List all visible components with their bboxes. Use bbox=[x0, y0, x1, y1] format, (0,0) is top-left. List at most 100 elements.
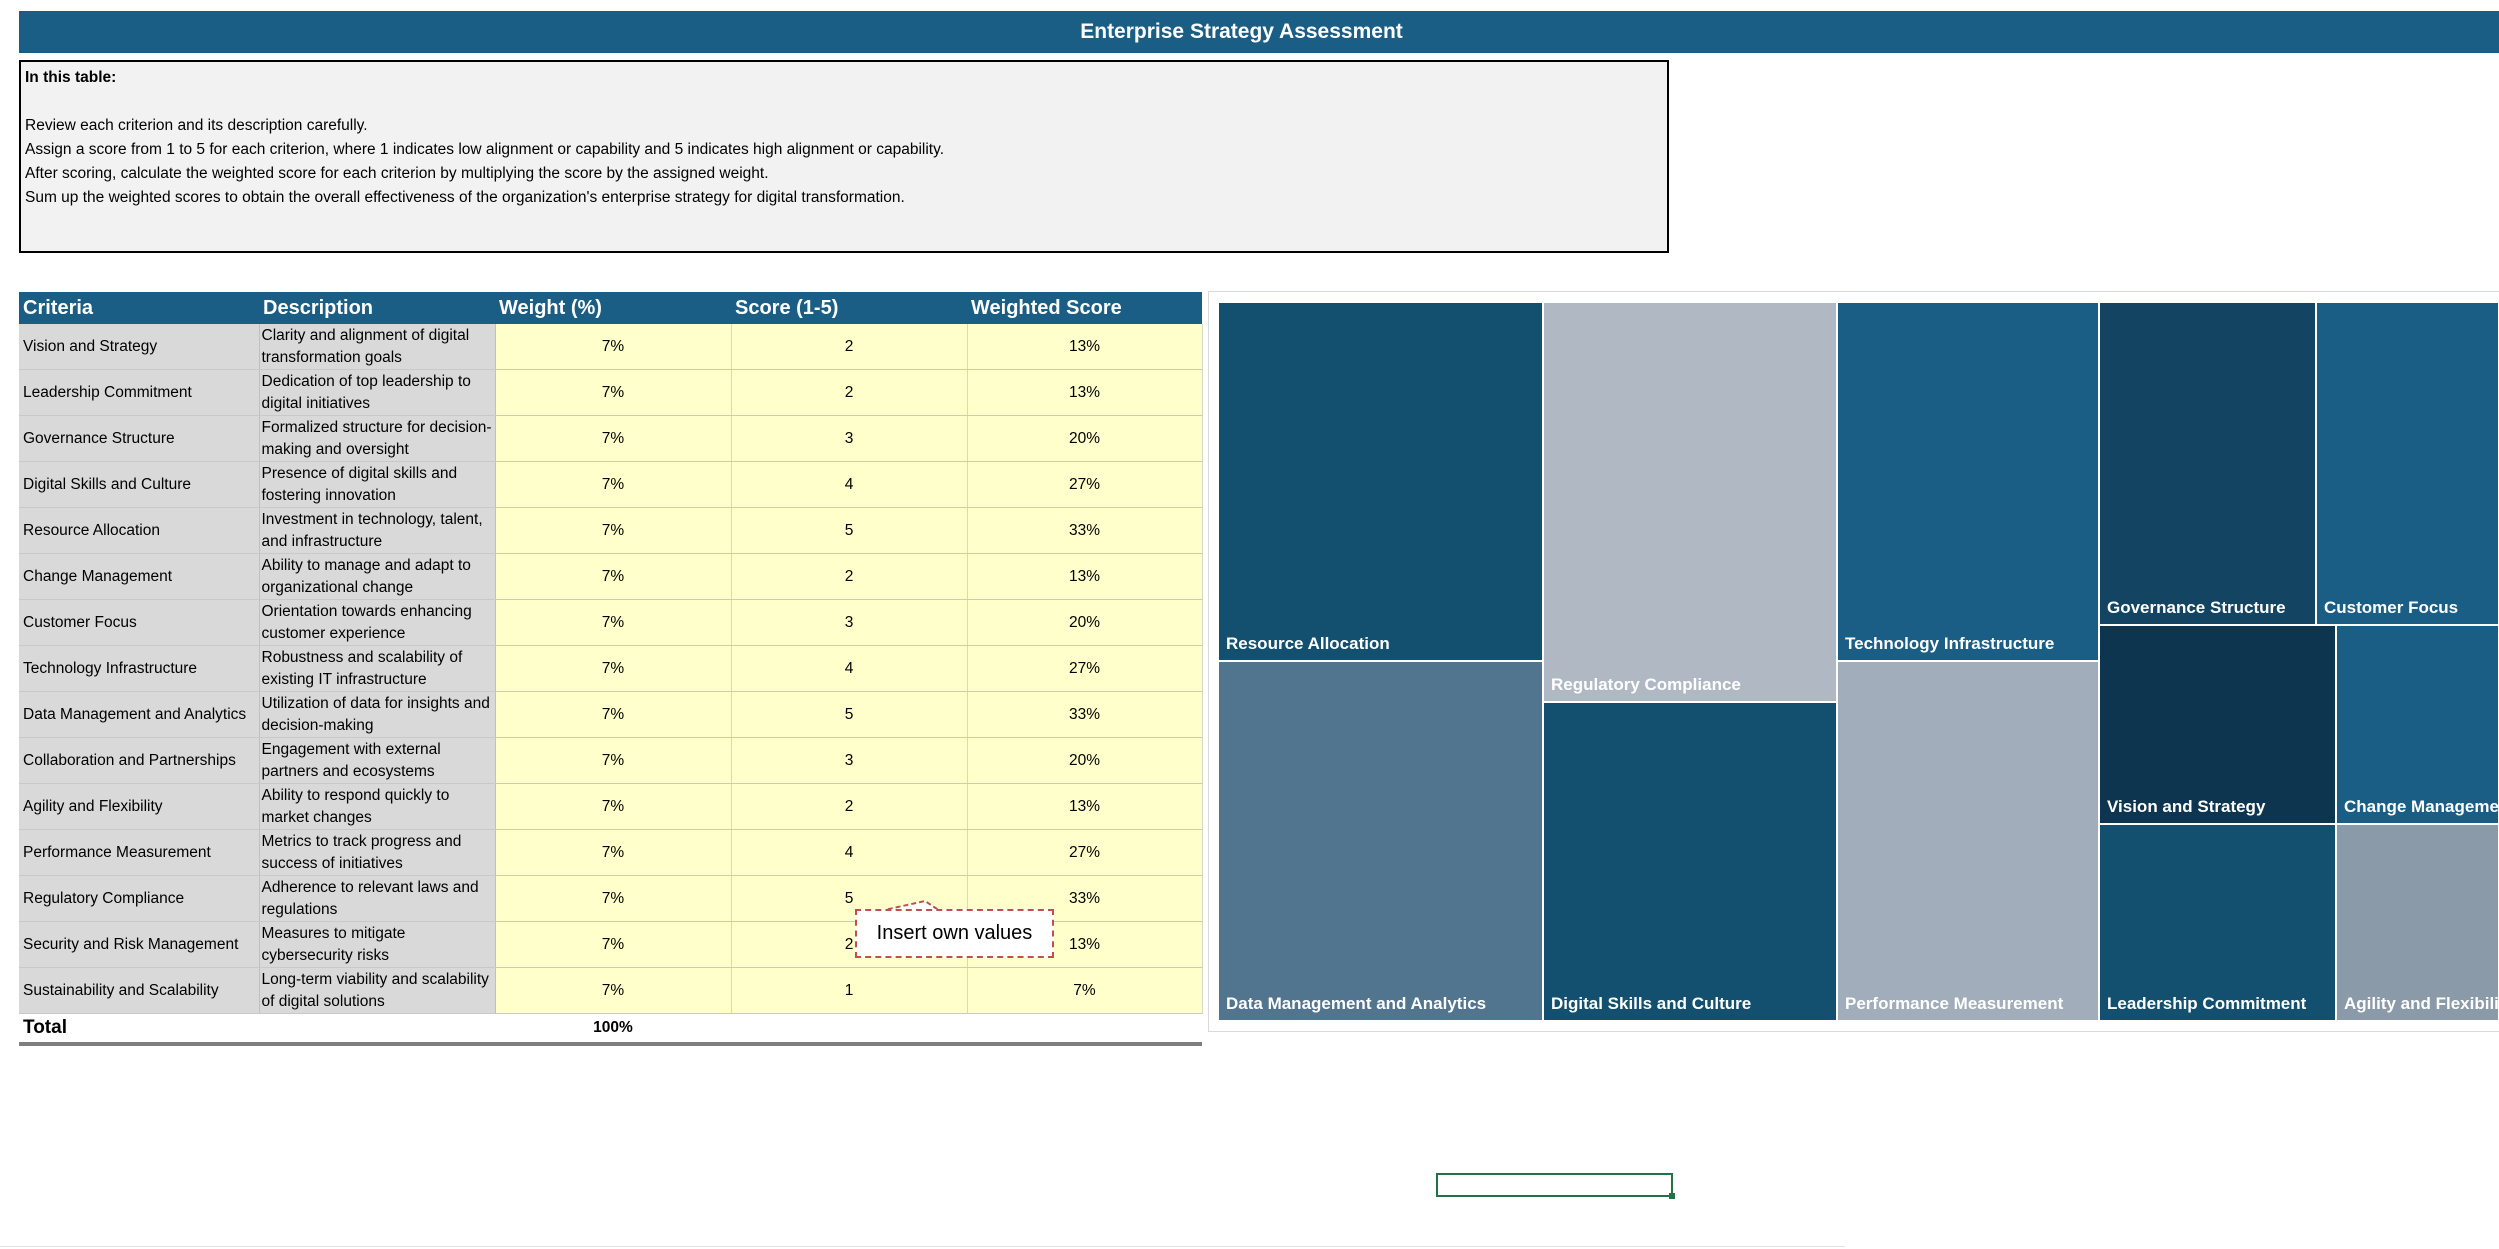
criteria-cell[interactable]: Sustainability and Scalability bbox=[19, 967, 260, 1014]
total-empty-cell[interactable] bbox=[731, 1013, 967, 1046]
score-input-cell[interactable]: 5 bbox=[731, 691, 968, 738]
score-input-cell[interactable]: 5 bbox=[731, 507, 968, 554]
table-row: Customer Focus Orientation towards enhanc… bbox=[19, 599, 1203, 646]
weighted-score-cell[interactable]: 7% bbox=[967, 967, 1203, 1014]
treemap-tile[interactable]: Agility and Flexibility bbox=[2336, 824, 2499, 1021]
criteria-cell[interactable]: Leadership Commitment bbox=[19, 369, 260, 416]
header-weight[interactable]: Weight (%) bbox=[495, 292, 731, 324]
treemap-tile[interactable]: Performance Measurement bbox=[1837, 661, 2099, 1021]
weighted-score-cell[interactable]: 33% bbox=[967, 691, 1203, 738]
treemap-chart[interactable]: Resource Allocation Data Management and A… bbox=[1218, 302, 2499, 1021]
criteria-cell[interactable]: Governance Structure bbox=[19, 415, 260, 462]
weight-cell[interactable]: 7% bbox=[495, 691, 732, 738]
header-weighted-score[interactable]: Weighted Score bbox=[967, 292, 1202, 324]
header-description[interactable]: Description bbox=[259, 292, 495, 324]
weight-cell[interactable]: 7% bbox=[495, 967, 732, 1014]
treemap-tile[interactable]: Regulatory Compliance bbox=[1543, 302, 1837, 702]
treemap-tile[interactable]: Governance Structure bbox=[2099, 302, 2316, 625]
criteria-cell[interactable]: Technology Infrastructure bbox=[19, 645, 260, 692]
score-input-cell[interactable]: 5 bbox=[731, 875, 968, 922]
score-input-cell[interactable]: 2 bbox=[731, 783, 968, 830]
criteria-cell[interactable]: Collaboration and Partnerships bbox=[19, 737, 260, 784]
total-empty-cell[interactable] bbox=[967, 1013, 1202, 1046]
score-input-cell[interactable]: 4 bbox=[731, 829, 968, 876]
weighted-score-cell[interactable]: 20% bbox=[967, 415, 1203, 462]
header-score[interactable]: Score (1-5) bbox=[731, 292, 967, 324]
total-empty-cell[interactable] bbox=[259, 1013, 495, 1046]
weight-cell[interactable]: 7% bbox=[495, 461, 732, 508]
weighted-score-cell[interactable]: 20% bbox=[967, 599, 1203, 646]
criteria-cell[interactable]: Customer Focus bbox=[19, 599, 260, 646]
weight-cell[interactable]: 7% bbox=[495, 507, 732, 554]
score-input-cell[interactable]: 2 bbox=[731, 324, 968, 370]
description-cell[interactable]: Clarity and alignment of digital transfo… bbox=[259, 324, 496, 370]
score-input-cell[interactable]: 2 bbox=[731, 369, 968, 416]
weighted-score-cell[interactable]: 13% bbox=[967, 369, 1203, 416]
fill-handle[interactable] bbox=[1669, 1193, 1675, 1199]
weight-cell[interactable]: 7% bbox=[495, 553, 732, 600]
treemap-tile[interactable]: Vision and Strategy bbox=[2099, 625, 2336, 824]
description-cell[interactable]: Adherence to relevant laws and regulatio… bbox=[259, 875, 496, 922]
weight-cell[interactable]: 7% bbox=[495, 324, 732, 370]
insert-values-callout[interactable]: Insert own values bbox=[855, 909, 1054, 958]
treemap-tile[interactable]: Leadership Commitment bbox=[2099, 824, 2336, 1021]
weight-cell[interactable]: 7% bbox=[495, 599, 732, 646]
weighted-score-cell[interactable]: 27% bbox=[967, 829, 1203, 876]
score-input-cell[interactable]: 2 bbox=[731, 553, 968, 600]
header-criteria[interactable]: Criteria bbox=[19, 292, 259, 324]
description-cell[interactable]: Measures to mitigate cybersecurity risks bbox=[259, 921, 496, 968]
treemap-tile[interactable]: Resource Allocation bbox=[1218, 302, 1543, 661]
description-cell[interactable]: Formalized structure for decision-making… bbox=[259, 415, 496, 462]
criteria-cell[interactable]: Vision and Strategy bbox=[19, 324, 260, 370]
description-cell[interactable]: Metrics to track progress and success of… bbox=[259, 829, 496, 876]
description-cell[interactable]: Ability to manage and adapt to organizat… bbox=[259, 553, 496, 600]
total-weight[interactable]: 100% bbox=[495, 1013, 731, 1046]
treemap-tile[interactable]: Technology Infrastructure bbox=[1837, 302, 2099, 661]
total-label[interactable]: Total bbox=[19, 1013, 259, 1046]
treemap-tile-label: Customer Focus bbox=[2324, 598, 2459, 617]
weighted-score-cell[interactable]: 13% bbox=[967, 553, 1203, 600]
weight-cell[interactable]: 7% bbox=[495, 369, 732, 416]
score-input-cell[interactable]: 4 bbox=[731, 645, 968, 692]
weighted-score-cell[interactable]: 33% bbox=[967, 507, 1203, 554]
weight-cell[interactable]: 7% bbox=[495, 737, 732, 784]
weight-cell[interactable]: 7% bbox=[495, 415, 732, 462]
score-input-cell[interactable]: 3 bbox=[731, 737, 968, 784]
description-cell[interactable]: Engagement with external partners and ec… bbox=[259, 737, 496, 784]
criteria-cell[interactable]: Security and Risk Management bbox=[19, 921, 260, 968]
criteria-cell[interactable]: Agility and Flexibility bbox=[19, 783, 260, 830]
weight-cell[interactable]: 7% bbox=[495, 645, 732, 692]
criteria-cell[interactable]: Performance Measurement bbox=[19, 829, 260, 876]
treemap-tile[interactable]: Change Management bbox=[2336, 625, 2499, 824]
description-cell[interactable]: Ability to respond quickly to market cha… bbox=[259, 783, 496, 830]
weighted-score-cell[interactable]: 20% bbox=[967, 737, 1203, 784]
weighted-score-cell[interactable]: 13% bbox=[967, 324, 1203, 370]
selected-cell[interactable] bbox=[1436, 1173, 1673, 1197]
criteria-cell[interactable]: Data Management and Analytics bbox=[19, 691, 260, 738]
criteria-cell[interactable]: Regulatory Compliance bbox=[19, 875, 260, 922]
criteria-cell[interactable]: Digital Skills and Culture bbox=[19, 461, 260, 508]
weight-cell[interactable]: 7% bbox=[495, 783, 732, 830]
weighted-score-cell[interactable]: 27% bbox=[967, 645, 1203, 692]
weight-cell[interactable]: 7% bbox=[495, 829, 732, 876]
criteria-cell[interactable]: Resource Allocation bbox=[19, 507, 260, 554]
weighted-score-cell[interactable]: 13% bbox=[967, 783, 1203, 830]
score-input-cell[interactable]: 3 bbox=[731, 599, 968, 646]
weighted-score-cell[interactable]: 27% bbox=[967, 461, 1203, 508]
description-cell[interactable]: Orientation towards enhancing customer e… bbox=[259, 599, 496, 646]
description-cell[interactable]: Presence of digital skills and fostering… bbox=[259, 461, 496, 508]
score-input-cell[interactable]: 3 bbox=[731, 415, 968, 462]
description-cell[interactable]: Robustness and scalability of existing I… bbox=[259, 645, 496, 692]
score-input-cell[interactable]: 4 bbox=[731, 461, 968, 508]
description-cell[interactable]: Long-term viability and scalability of d… bbox=[259, 967, 496, 1014]
description-cell[interactable]: Investment in technology, talent, and in… bbox=[259, 507, 496, 554]
score-input-cell[interactable]: 1 bbox=[731, 967, 968, 1014]
description-cell[interactable]: Utilization of data for insights and dec… bbox=[259, 691, 496, 738]
weight-cell[interactable]: 7% bbox=[495, 921, 732, 968]
description-cell[interactable]: Dedication of top leadership to digital … bbox=[259, 369, 496, 416]
treemap-tile[interactable]: Digital Skills and Culture bbox=[1543, 702, 1837, 1021]
criteria-cell[interactable]: Change Management bbox=[19, 553, 260, 600]
weight-cell[interactable]: 7% bbox=[495, 875, 732, 922]
treemap-tile[interactable]: Customer Focus bbox=[2316, 302, 2499, 625]
treemap-tile[interactable]: Data Management and Analytics bbox=[1218, 661, 1543, 1021]
